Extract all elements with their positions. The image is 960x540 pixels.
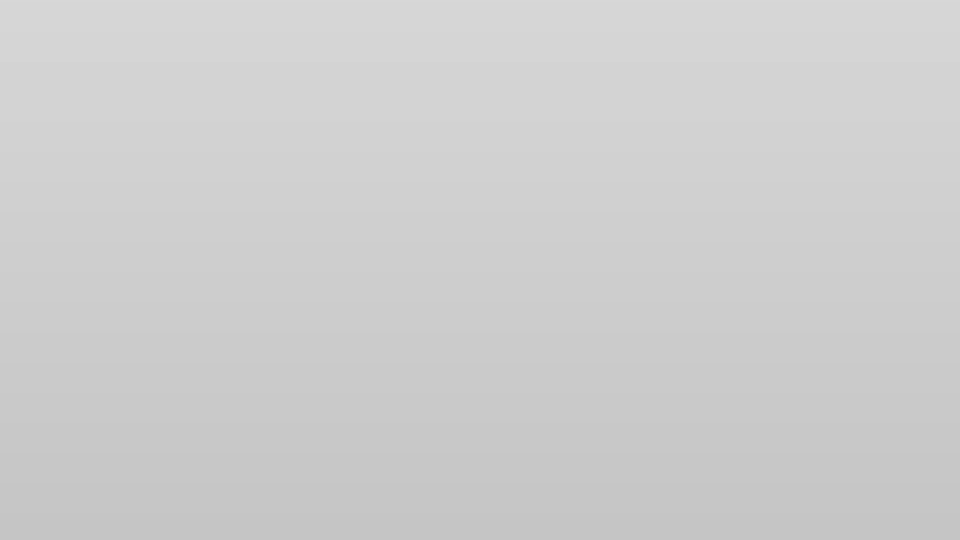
Text: EXTRALUMINA
L: EXTRALUMINA L [678, 135, 753, 157]
Text: •: • [62, 135, 69, 148]
Text: INTRALUMIN
AL: INTRALUMIN AL [436, 135, 504, 157]
Bar [787, 155, 927, 265]
Text: Cx. Laparoscópica > Abierta (5.1% - 2.4%): Cx. Laparoscópica > Abierta (5.1% - 2.4%… [74, 167, 401, 183]
Text: INTRAMUR
AL: INTRAMUR AL [223, 260, 276, 281]
FancyBboxPatch shape [680, 130, 751, 161]
Bar [438, 185, 618, 395]
Text: •: • [62, 167, 69, 180]
Text: (b): (b) [793, 156, 805, 165]
Ellipse shape [174, 294, 375, 470]
Bar [152, 278, 397, 478]
Text: HEMATOMA: HEMATOMA [62, 100, 163, 120]
Text: Incidencia (P.O. Bypass) 3.2%: Incidencia (P.O. Bypass) 3.2% [74, 135, 300, 150]
FancyBboxPatch shape [650, 453, 710, 474]
Bar [644, 268, 784, 378]
Text: (d): (d) [793, 269, 805, 278]
Text: MESOCOLON: MESOCOLON [650, 458, 710, 468]
FancyBboxPatch shape [222, 255, 277, 287]
Text: (a): (a) [650, 156, 662, 165]
Bar [787, 381, 927, 471]
Bar [787, 268, 927, 378]
FancyBboxPatch shape [437, 130, 503, 161]
Bar [418, 155, 638, 425]
Text: (c): (c) [650, 269, 662, 278]
Text: Taquicardoa  + Dolor súbito: Taquicardoa + Dolor súbito [74, 199, 287, 215]
Text: •: • [62, 199, 69, 212]
Text: Sunnapwar, A., Sandrasegaran, K., Menias, C. O., Lockhart, M., Chintapalli, K. N: Sunnapwar, A., Sandrasegaran, K., Menias… [28, 484, 547, 518]
Bar [644, 155, 784, 265]
